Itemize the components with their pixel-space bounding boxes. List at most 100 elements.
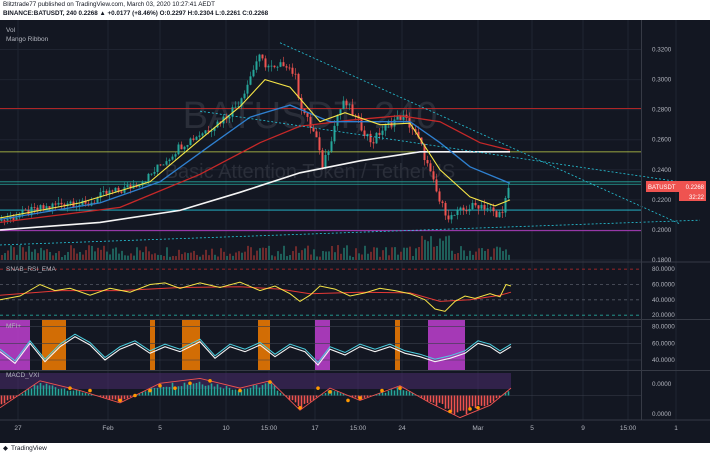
volume-bar: [232, 255, 234, 260]
macd-hist-bar: [432, 395, 435, 403]
macd-hist-bar: [81, 392, 84, 396]
macd-hist-bar: [219, 387, 222, 396]
volume-bar: [283, 245, 285, 260]
candle-body: [57, 202, 60, 205]
candle-body: [387, 122, 390, 125]
last-price-value: 0.2268: [686, 185, 705, 191]
candle-body: [333, 125, 336, 142]
candle-body: [345, 100, 348, 106]
macd-hist-bar: [204, 385, 207, 396]
macd-hist-bar: [306, 395, 309, 404]
candle-body: [231, 107, 234, 117]
macd-hist-bar: [396, 387, 399, 396]
volume-bar: [46, 249, 48, 260]
macd-hist-bar: [0, 395, 3, 405]
macd-hist-bar: [87, 393, 90, 396]
y-tick-label: 0.2200: [652, 197, 672, 204]
volume-bar: [304, 248, 306, 260]
macd-hist-bar: [45, 383, 48, 396]
macd-hist-bar: [405, 390, 408, 396]
macd-hist-bar: [30, 388, 33, 396]
volume-bar: [196, 254, 198, 260]
macd-signal-dot: [358, 396, 362, 400]
y-tick-label: 0.1800: [652, 257, 672, 264]
macd-hist-bar: [450, 395, 453, 413]
macd-hist-bar: [108, 395, 111, 400]
macd-hist-bar: [303, 395, 306, 404]
macd-hist-bar: [411, 393, 414, 396]
volume-bar: [295, 246, 297, 260]
candle-body: [507, 187, 510, 198]
candle-body: [249, 76, 252, 85]
volume-bar: [229, 253, 231, 260]
candle-body: [288, 67, 291, 69]
candle-body: [33, 206, 36, 208]
macd-hist-bar: [180, 386, 183, 396]
macd-hist-bar: [84, 393, 87, 396]
macd-hist-bar: [504, 392, 507, 396]
macd-hist-bar: [42, 385, 45, 396]
y-tick-label: 0.2400: [652, 167, 672, 174]
volume-bar: [463, 250, 465, 260]
candle-body: [177, 144, 180, 155]
volume-bar: [325, 251, 327, 260]
x-tick-label: 17: [311, 425, 319, 432]
candle-body: [93, 202, 96, 204]
macd-signal-dot: [380, 388, 384, 393]
volume-bar: [424, 239, 426, 260]
macd-hist-bar: [129, 395, 132, 397]
x-tick-label: 15:00: [261, 425, 278, 432]
volume-bar: [277, 251, 279, 260]
volume-bar: [175, 256, 177, 260]
macd-hist-bar: [54, 387, 57, 396]
volume-bar: [481, 248, 483, 260]
volume-bar: [352, 256, 354, 260]
publish-info: Blitztrade77 published on TradingView.co…: [3, 1, 216, 8]
volume-bar: [25, 251, 27, 260]
macd-hist-bar: [441, 395, 444, 405]
rsi-label: SNAB_RSI_EMA: [6, 266, 57, 273]
y-tick-label: 0.3000: [652, 77, 672, 84]
macd-hist-bar: [333, 391, 336, 396]
ema-red-line: [0, 115, 511, 224]
macd-hist-bar: [426, 395, 429, 402]
macd-hist-bar: [189, 383, 192, 396]
volume-bar: [472, 254, 474, 260]
macd-hist-bar: [447, 395, 450, 409]
macd-hist-bar: [453, 395, 456, 415]
mfi-bands: [0, 320, 511, 389]
macd-hist-bar: [72, 390, 75, 396]
volume-bar: [487, 248, 489, 260]
macd-hist-bar: [309, 395, 312, 402]
macd-hist-bar: [300, 395, 303, 409]
macd-hist-bar: [288, 395, 291, 400]
macd-hist-bar: [468, 395, 471, 411]
candle-body: [129, 185, 132, 189]
pane-labels: Vol Mango Ribbon SNAB_RSI_EMA MFI+ MACD_…: [6, 27, 57, 379]
macd-hist-bar: [315, 395, 318, 398]
macd-hist-bar: [420, 395, 423, 398]
candle-body: [315, 131, 318, 138]
macd-hist-bar: [117, 395, 120, 402]
candle-body: [45, 206, 48, 209]
candle-body: [102, 190, 105, 193]
candle-body: [15, 217, 18, 220]
price-pane[interactable]: [0, 42, 701, 419]
chart-canvas[interactable]: BATUSDT, 240 Basic Attention Token / Tet…: [0, 20, 710, 446]
candle-body: [429, 163, 432, 172]
volume-bar: [457, 253, 459, 260]
candle-body: [294, 73, 297, 75]
macd-signal-dot: [133, 393, 137, 398]
macd-hist-bar: [273, 385, 276, 396]
candle-body: [36, 207, 39, 211]
macd-hist-bar: [438, 395, 441, 403]
candle-body: [474, 202, 477, 206]
candle-body: [120, 191, 123, 193]
candle-body: [291, 67, 294, 74]
macd-hist-bar: [168, 387, 171, 396]
macd-signal-dot: [208, 379, 212, 383]
volume-bar: [130, 253, 132, 260]
volume-bar: [298, 252, 300, 260]
candle-body: [42, 205, 45, 209]
ema-yellow-line: [0, 78, 511, 219]
